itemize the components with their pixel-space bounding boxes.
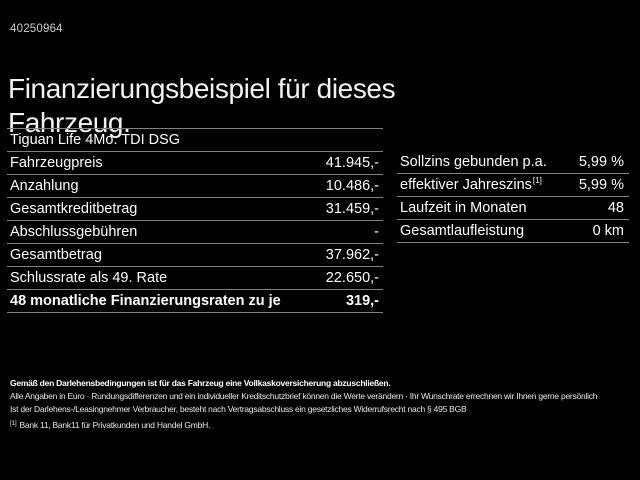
- model-name: Tiguan Life 4Mo. TDI DSG: [10, 132, 181, 148]
- table-row-sollzins: Sollzins gebunden p.a. 5,99 %: [397, 151, 629, 174]
- row-label: Gesamtkreditbetrag: [10, 201, 138, 217]
- row-value: -: [374, 224, 379, 240]
- table-row-jahreszins: effektiver Jahreszins[1] 5,99 %: [397, 174, 629, 197]
- row-label: Fahrzeugpreis: [10, 155, 103, 171]
- footnote-marker: [1]: [10, 420, 17, 428]
- footnote-marker: [1]: [532, 176, 542, 185]
- row-value: 48: [607, 200, 624, 216]
- row-label: 48 monatliche Finanzierungsraten zu je: [10, 293, 281, 309]
- row-value: 10.486,-: [325, 178, 379, 194]
- table-row-gesamtkreditbetrag: Gesamtkreditbetrag 31.459,-: [7, 198, 383, 221]
- page-title: Finanzierungsbeispiel für dieses Fahrzeu…: [8, 72, 396, 138]
- row-label: Gesamtbetrag: [10, 247, 102, 263]
- row-label: Abschlussgebühren: [10, 224, 138, 240]
- table-row-anzahlung: Anzahlung 10.486,-: [7, 175, 383, 198]
- row-value: 31.459,-: [325, 201, 379, 217]
- footnote-bank-text: Bank 11, Bank11 für Privatkunden und Han…: [19, 420, 211, 431]
- footnotes: Gemäß den Darlehensbedingungen ist für d…: [10, 377, 632, 432]
- table-row-fahrzeugpreis: Fahrzeugpreis 41.945,-: [7, 152, 383, 175]
- row-value: 0 km: [592, 223, 624, 239]
- table-row-gesamtlaufleistung: Gesamtlaufleistung 0 km: [397, 220, 629, 243]
- row-label: Laufzeit in Monaten: [400, 200, 527, 216]
- row-value: 5,99 %: [578, 177, 624, 193]
- row-label: Schlussrate als 49. Rate: [10, 270, 168, 286]
- vehicle-id: 40250964: [10, 23, 63, 35]
- row-label: Sollzins gebunden p.a.: [400, 154, 547, 170]
- row-value: 22.650,-: [325, 270, 379, 286]
- row-value: 37.962,-: [325, 247, 379, 263]
- model-name-row: Tiguan Life 4Mo. TDI DSG: [7, 129, 383, 152]
- conditions-table: Sollzins gebunden p.a. 5,99 % effektiver…: [397, 151, 629, 243]
- footnote-general: Alle Angaben in Euro · Rundungsdifferenz…: [10, 391, 598, 402]
- row-label: Anzahlung: [10, 178, 79, 194]
- footnote-withdrawal: Ist der Darlehens-/Leasingnehmer Verbrau…: [10, 403, 467, 414]
- finance-table: Tiguan Life 4Mo. TDI DSG Fahrzeugpreis 4…: [7, 128, 383, 313]
- row-value: 41.945,-: [325, 155, 379, 171]
- row-label: effektiver Jahreszins: [400, 177, 532, 193]
- row-value: 319,-: [345, 293, 379, 309]
- row-value: 5,99 %: [578, 154, 624, 170]
- table-row-schlussrate: Schlussrate als 49. Rate 22.650,-: [7, 267, 383, 290]
- footnote-bank: [1] Bank 11, Bank11 für Privatkunden und …: [10, 418, 632, 431]
- table-row-gesamtbetrag: Gesamtbetrag 37.962,-: [7, 244, 383, 267]
- footnote-insurance: Gemäß den Darlehensbedingungen ist für d…: [10, 378, 391, 388]
- row-label: Gesamtlaufleistung: [400, 223, 525, 239]
- table-row-abschlussgebuehren: Abschlussgebühren -: [7, 221, 383, 244]
- table-row-laufzeit: Laufzeit in Monaten 48: [397, 197, 629, 220]
- table-row-monatsrate: 48 monatliche Finanzierungsraten zu je 3…: [7, 290, 383, 313]
